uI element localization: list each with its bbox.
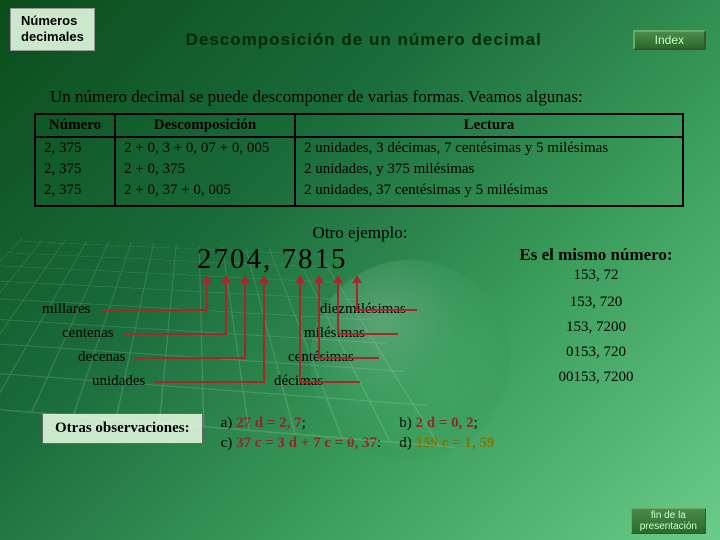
- connector: [300, 381, 360, 383]
- page-title: Descomposición de un número decimal: [95, 30, 633, 50]
- connector: [102, 309, 206, 311]
- lbl-unidades: unidades: [92, 373, 145, 390]
- th-descomp: Descomposición: [115, 114, 295, 137]
- badge-l1: Números: [21, 13, 77, 28]
- table-row: 2, 375 2 + 0, 37 + 0, 005 2 unidades, 37…: [35, 180, 683, 206]
- topic-badge: Números decimales: [10, 8, 95, 51]
- decomposition-table: Número Descomposición Lectura 2, 375 2 +…: [34, 113, 684, 207]
- lbl-centenas: centenas: [62, 325, 114, 342]
- end-button[interactable]: fin de lapresentación: [631, 508, 706, 534]
- connector: [357, 309, 417, 311]
- mismo-hd: Es el mismo número:: [506, 245, 686, 265]
- arrow-icon: [333, 275, 343, 337]
- arrow-icon: [314, 275, 324, 337]
- arrow-icon: [352, 275, 362, 337]
- lbl-millares: millares: [42, 301, 90, 318]
- connector: [134, 357, 244, 359]
- arrow-icon: [221, 275, 231, 337]
- table-row: 2, 375 2 + 0, 375 2 unidades, y 375 milé…: [35, 159, 683, 180]
- big-number: 2704, 7815: [197, 243, 348, 276]
- th-lectura: Lectura: [295, 114, 683, 137]
- intro-text: Un número decimal se puede descomponer d…: [50, 87, 720, 107]
- index-button[interactable]: Index: [633, 30, 706, 50]
- arrow-icon: [240, 275, 250, 337]
- arrow-icon: [259, 275, 269, 337]
- lbl-decenas: decenas: [78, 349, 125, 366]
- otro-label: Otro ejemplo:: [0, 223, 720, 243]
- obs-col-1: a) 27 d = 2, 7; c) 37 c = 3 d + 7 c = 0,…: [221, 413, 382, 454]
- same-number-box: Es el mismo número: 153, 72 153, 720 153…: [506, 243, 686, 388]
- badge-l2: decimales: [21, 29, 84, 44]
- connector: [124, 333, 225, 335]
- number-diagram: 2704, 7815 millares centenas decenas uni…: [0, 243, 720, 413]
- obs-badge: Otras observaciones:: [42, 413, 203, 444]
- arrow-icon: [202, 275, 212, 337]
- connector: [319, 357, 379, 359]
- connector: [154, 381, 263, 383]
- connector: [338, 333, 398, 335]
- obs-col-2: b) 2 d = 0, 2; d) 159 c = 1, 59: [399, 413, 494, 454]
- table-row: 2, 375 2 + 0, 3 + 0, 07 + 0, 005 2 unida…: [35, 137, 683, 159]
- th-numero: Número: [35, 114, 115, 137]
- arrow-icon: [295, 275, 305, 337]
